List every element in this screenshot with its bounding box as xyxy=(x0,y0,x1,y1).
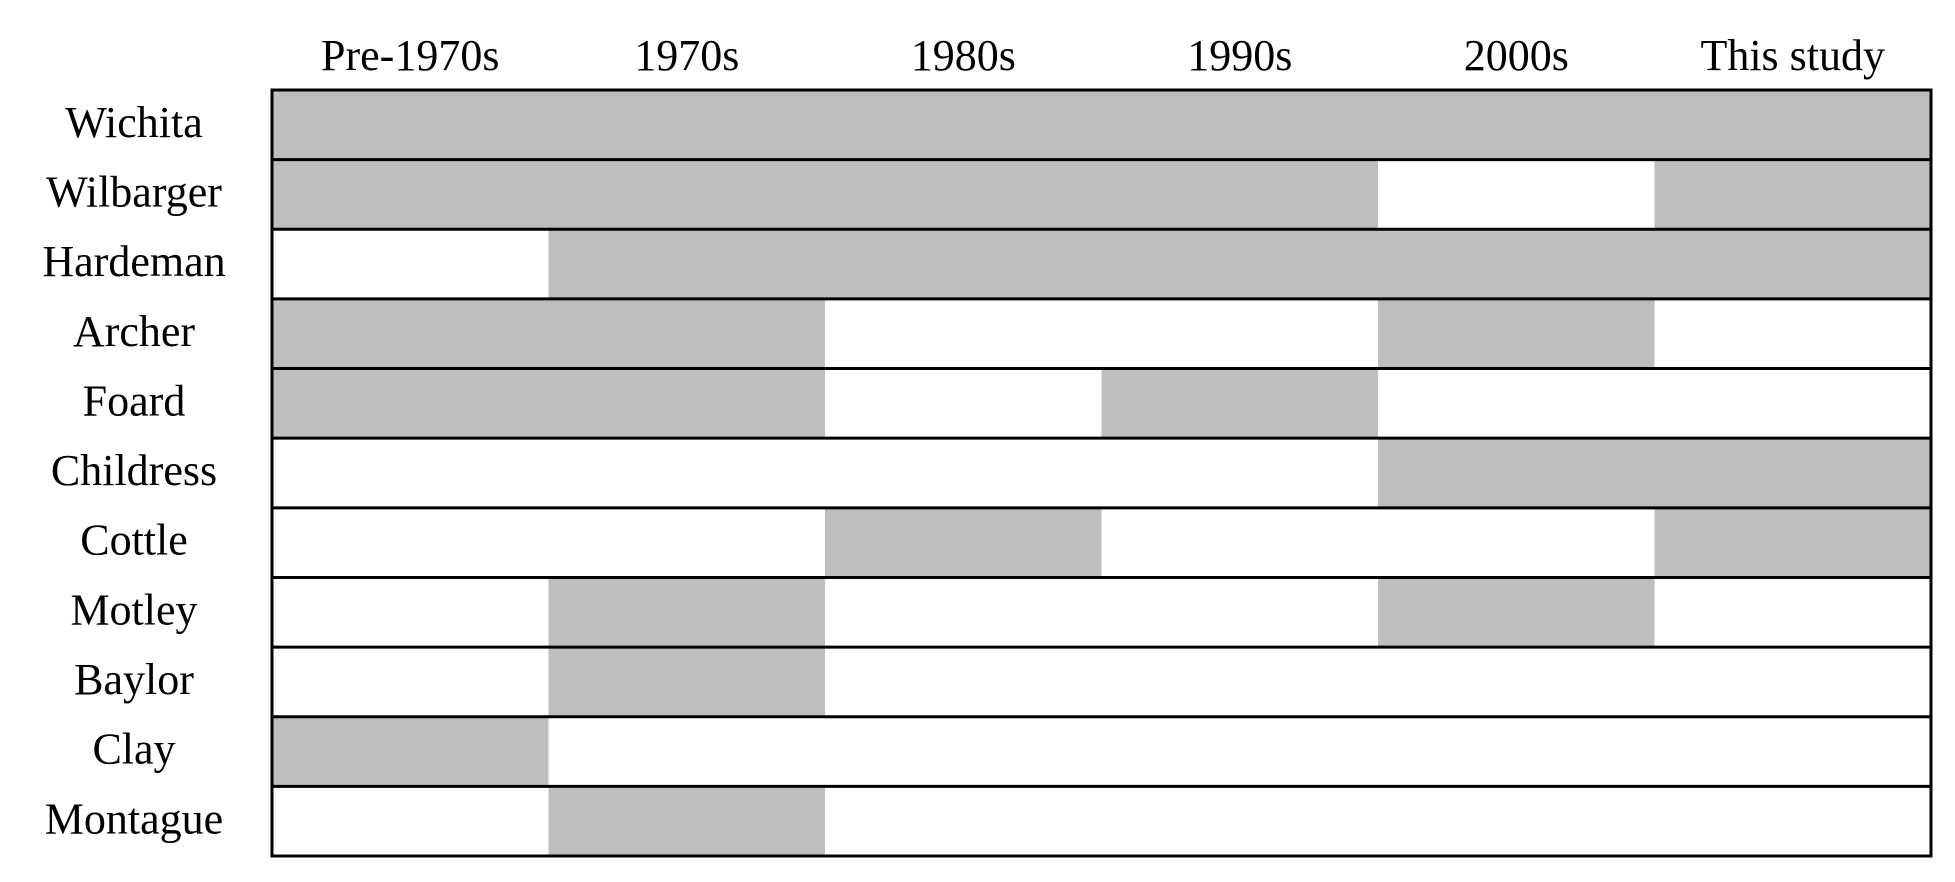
cell xyxy=(1378,438,1655,508)
row-label: Montague xyxy=(45,794,223,843)
cell xyxy=(1378,647,1655,717)
cell xyxy=(272,229,549,299)
cell xyxy=(272,786,549,856)
cell xyxy=(825,577,1102,648)
cell xyxy=(548,786,826,856)
column-header: 2000s xyxy=(1464,31,1569,80)
cell xyxy=(1101,90,1379,160)
cell xyxy=(1654,786,1932,856)
cell xyxy=(1101,577,1379,648)
cell xyxy=(548,368,826,439)
cell xyxy=(1101,438,1379,508)
cell xyxy=(1654,507,1932,578)
cell xyxy=(548,229,826,299)
row-label: Baylor xyxy=(74,655,194,704)
cell xyxy=(272,507,549,578)
cell xyxy=(1654,298,1932,369)
row-label: Childress xyxy=(51,446,217,495)
cell xyxy=(825,229,1102,299)
table-border xyxy=(270,88,1933,858)
cell xyxy=(548,507,826,578)
cell xyxy=(825,507,1102,578)
cell xyxy=(1654,647,1932,717)
cell xyxy=(1378,577,1655,648)
row-label: Cottle xyxy=(80,516,188,565)
cell xyxy=(1378,786,1655,856)
cell xyxy=(825,786,1102,856)
cell xyxy=(272,577,549,648)
cell xyxy=(1378,298,1655,369)
cell xyxy=(1101,298,1379,369)
cell xyxy=(1101,786,1379,856)
cell xyxy=(1378,90,1655,160)
cell xyxy=(272,716,549,787)
cell xyxy=(825,298,1102,369)
cell xyxy=(1378,229,1655,299)
row-label: Foard xyxy=(83,376,186,425)
column-header: 1980s xyxy=(911,31,1016,80)
cell xyxy=(548,159,826,230)
cell xyxy=(272,159,549,230)
cell xyxy=(548,438,826,508)
cell xyxy=(1101,716,1379,787)
cell xyxy=(825,90,1102,160)
cell xyxy=(1101,368,1379,439)
cell xyxy=(1378,159,1655,230)
row-label: Archer xyxy=(73,307,195,356)
cell xyxy=(272,90,549,160)
column-header: 1990s xyxy=(1187,31,1292,80)
cell xyxy=(272,368,549,439)
row-label: Motley xyxy=(70,585,197,634)
cell xyxy=(825,159,1102,230)
row-label: Wichita xyxy=(65,98,203,147)
cell xyxy=(1378,716,1655,787)
cell xyxy=(1101,507,1379,578)
cell xyxy=(548,577,826,648)
column-header: Pre-1970s xyxy=(321,31,499,80)
cell xyxy=(1654,229,1932,299)
cell xyxy=(548,298,826,369)
column-header: 1970s xyxy=(634,31,739,80)
cell xyxy=(1654,438,1932,508)
cell xyxy=(1654,577,1932,648)
cell xyxy=(825,438,1102,508)
cell xyxy=(272,438,549,508)
cell xyxy=(825,716,1102,787)
cell xyxy=(548,90,826,160)
cell xyxy=(548,647,826,717)
cell xyxy=(825,368,1102,439)
row-label: Hardeman xyxy=(42,237,225,286)
cell xyxy=(1654,716,1932,787)
cell xyxy=(272,647,549,717)
cell xyxy=(548,716,826,787)
cell xyxy=(1378,507,1655,578)
cell xyxy=(1654,90,1932,160)
cell xyxy=(1378,368,1655,439)
cell xyxy=(825,647,1102,717)
cell xyxy=(1654,159,1932,230)
cell xyxy=(1101,229,1379,299)
cell xyxy=(1654,368,1932,439)
row-label: Wilbarger xyxy=(46,168,222,217)
column-header: This study xyxy=(1700,31,1885,80)
cell xyxy=(1101,647,1379,717)
row-label: Clay xyxy=(92,725,175,774)
cell xyxy=(1101,159,1379,230)
cell xyxy=(272,298,549,369)
